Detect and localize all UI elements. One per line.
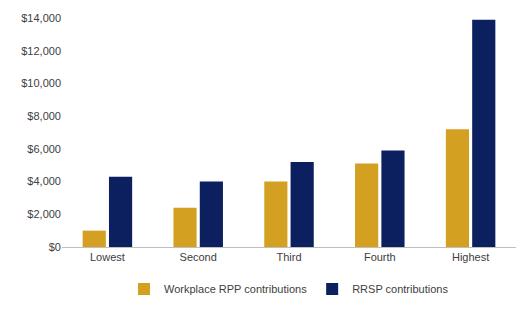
svg-text:$0: $0: [49, 241, 61, 253]
svg-text:$4,000: $4,000: [27, 175, 61, 187]
svg-text:Lowest: Lowest: [90, 251, 125, 263]
svg-text:Fourth: Fourth: [364, 251, 396, 263]
svg-text:$2,000: $2,000: [27, 208, 61, 220]
svg-text:$14,000: $14,000: [21, 12, 61, 24]
svg-text:$12,000: $12,000: [21, 45, 61, 57]
svg-text:$8,000: $8,000: [27, 110, 61, 122]
svg-text:$10,000: $10,000: [21, 77, 61, 89]
svg-text:RRSP contributions: RRSP contributions: [352, 283, 448, 295]
svg-text:Third: Third: [276, 251, 301, 263]
svg-text:$6,000: $6,000: [27, 143, 61, 155]
svg-text:Workplace RPP contributions: Workplace RPP contributions: [164, 283, 307, 295]
svg-text:Highest: Highest: [452, 251, 489, 263]
svg-text:Second: Second: [180, 251, 217, 263]
